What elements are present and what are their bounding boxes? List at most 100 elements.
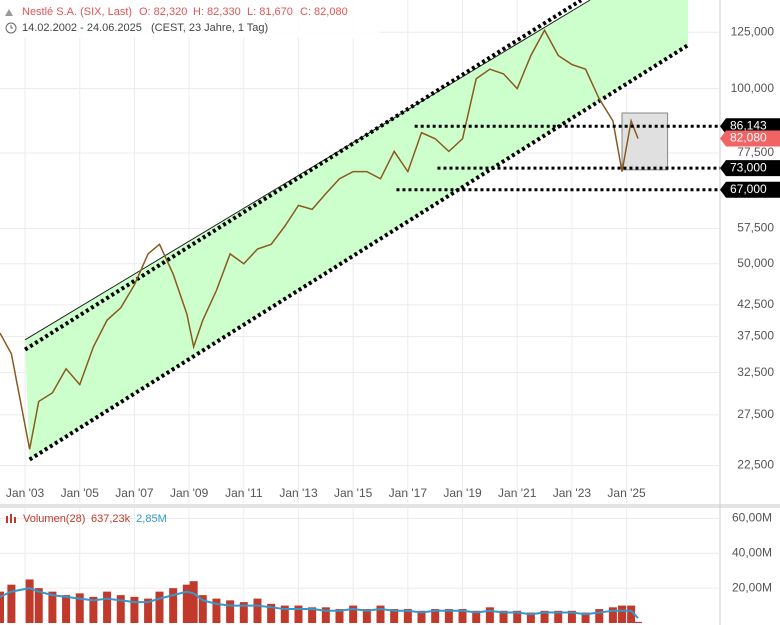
volume-bar xyxy=(0,591,4,623)
ohlc: L: 81,670 xyxy=(247,6,293,18)
volume-bar xyxy=(280,605,289,623)
volume-bar xyxy=(417,610,426,623)
volume-bar xyxy=(75,593,84,623)
y-tick-label: 50,000 xyxy=(737,256,774,270)
volume-bar xyxy=(62,595,71,623)
volume-bar xyxy=(376,605,385,623)
volume-bar xyxy=(198,595,207,623)
x-tick-label: Jan '05 xyxy=(61,486,100,500)
volume-bar xyxy=(472,610,481,623)
x-tick-label: Jan '13 xyxy=(279,486,318,500)
channel-upper xyxy=(24,0,591,341)
icon xyxy=(14,517,16,523)
header-bg xyxy=(0,0,380,38)
volume-bar xyxy=(485,607,494,623)
subtitle: 14.02.2002 - 24.06.2025 xyxy=(22,22,142,34)
volume-bar xyxy=(595,609,604,623)
channel-upper-dotted xyxy=(23,0,583,352)
volume-bar xyxy=(294,605,303,623)
level-tag xyxy=(720,118,780,135)
icon xyxy=(5,22,17,34)
x-tick-label: Jan '09 xyxy=(170,486,209,500)
x-tick-label: Jan '21 xyxy=(498,486,537,500)
price-line xyxy=(0,28,639,450)
legend-name: Volumen(28) xyxy=(23,513,85,525)
icon xyxy=(6,516,8,523)
icon xyxy=(10,25,13,29)
volume-bar xyxy=(458,609,467,623)
volume-average xyxy=(0,587,639,619)
volume-bar xyxy=(189,581,198,623)
volume-bar xyxy=(226,600,235,623)
volume-bar xyxy=(540,610,549,623)
volume-bar xyxy=(130,596,139,623)
volume-bar xyxy=(567,610,576,623)
x-tick-label: Jan '15 xyxy=(334,486,373,500)
y-tick-label: 37,500 xyxy=(737,329,774,343)
channel-lower-dotted xyxy=(28,43,690,462)
x-tick-label: Jan '11 xyxy=(225,486,263,500)
volume-bar xyxy=(335,609,344,623)
volume-bar xyxy=(267,603,276,623)
level-label: 86,143 xyxy=(730,118,767,132)
y-tick-label: 22,500 xyxy=(737,458,774,472)
volume-bar xyxy=(89,596,98,623)
note: (CEST, 23 Jahre, 1 Tag) xyxy=(151,22,268,34)
volume-bar xyxy=(618,605,627,623)
y-tick-label: 20,00M xyxy=(732,580,772,594)
level-tag xyxy=(720,181,780,198)
icon xyxy=(10,514,12,523)
header: Nestlé S.A. (SIX, Last) O: 82,320 H: 82,… xyxy=(0,0,380,38)
x-tick-label: Jan '03 xyxy=(6,486,45,500)
volume-bar xyxy=(403,609,412,623)
icon xyxy=(5,9,13,16)
y-tick-label: 57,500 xyxy=(737,221,774,235)
y-tick-label: 125,000 xyxy=(731,24,775,38)
volume-bar xyxy=(34,588,43,623)
volume-bar xyxy=(239,602,248,623)
ohlc: O: 82,320 xyxy=(139,6,187,18)
volume-bar xyxy=(554,610,563,623)
volume-bar xyxy=(431,609,440,623)
level-label: 73,000 xyxy=(730,160,767,174)
y-tick-label: 100,000 xyxy=(731,81,775,95)
volume-bar xyxy=(633,621,642,623)
volume-bar xyxy=(116,595,125,623)
x-tick-label: Jan '25 xyxy=(607,486,646,500)
volume-bar xyxy=(499,610,508,623)
volume-bar xyxy=(526,612,535,623)
volume-bar xyxy=(155,591,164,623)
volume-bar xyxy=(182,584,191,623)
volume-bar xyxy=(321,607,330,623)
x-tick-label: Jan '23 xyxy=(553,486,592,500)
volume-bar xyxy=(349,605,358,623)
x-tick-label: Jan '19 xyxy=(443,486,482,500)
volume-bar xyxy=(253,598,262,623)
volume-bar xyxy=(362,609,371,623)
x-tick-label: Jan '17 xyxy=(389,486,428,500)
volume-bar xyxy=(627,605,636,623)
volume-bar xyxy=(513,610,522,623)
volume-bar xyxy=(308,607,317,623)
volume-bar xyxy=(144,598,153,623)
range-box xyxy=(621,112,669,171)
ohlc: H: 82,330 xyxy=(193,6,241,18)
ohlc: C: 82,080 xyxy=(300,6,348,18)
level-tag xyxy=(720,130,780,147)
level-tag xyxy=(720,160,780,177)
volume-bar xyxy=(581,612,590,623)
level-label: 67,000 xyxy=(730,182,767,196)
volume-bar xyxy=(7,584,16,623)
title: Nestlé S.A. (SIX, Last) xyxy=(22,6,132,18)
volume-bar xyxy=(103,591,112,623)
x-tick-label: Jan '07 xyxy=(115,486,154,500)
volume-bar xyxy=(608,607,617,623)
volume-bar xyxy=(48,591,57,623)
y-tick-label: 32,500 xyxy=(737,365,774,379)
volume-bar xyxy=(390,609,399,623)
volume-bar xyxy=(169,588,178,623)
channel-fill xyxy=(25,0,689,460)
